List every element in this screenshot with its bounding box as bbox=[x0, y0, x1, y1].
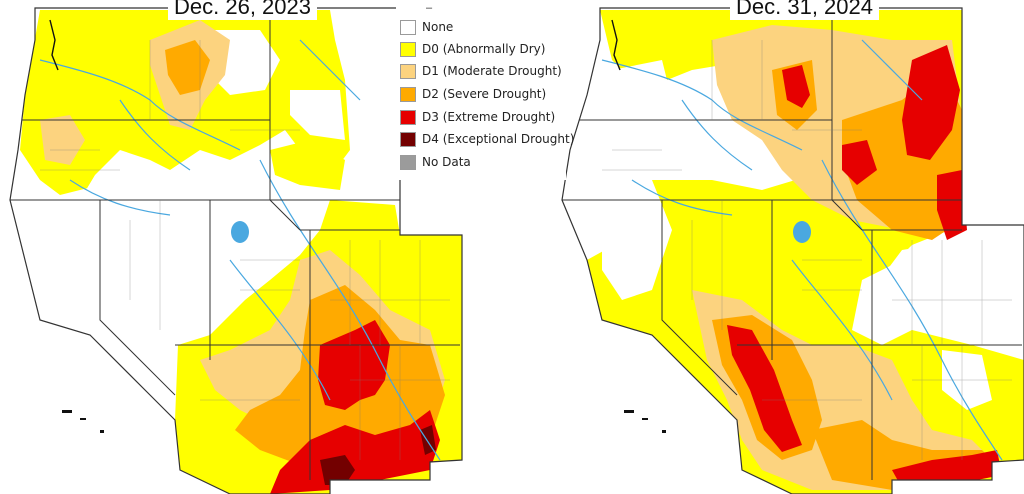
d3-region-south bbox=[318, 320, 390, 410]
great-salt-lake bbox=[231, 221, 249, 243]
d3-region-wyoming bbox=[842, 140, 877, 185]
d3-region-nebraska bbox=[937, 170, 967, 240]
legend-label-d0: D0 (Abnormally Dry) bbox=[422, 42, 546, 56]
puget-sound bbox=[49, 19, 59, 71]
region-outline bbox=[561, 7, 1024, 494]
none-area-oregon bbox=[60, 175, 175, 230]
drought-legend: – None D0 (Abnormally Dry) D1 (Moderate … bbox=[396, 2, 574, 180]
d3-region-arizona bbox=[727, 325, 802, 452]
legend-item-d3: D3 (Extreme Drought) bbox=[400, 108, 555, 126]
legend-label-nodata: No Data bbox=[422, 155, 471, 169]
none-area-colorado bbox=[872, 230, 1024, 340]
legend-label-none: None bbox=[422, 20, 454, 34]
none-area-wyoming bbox=[290, 90, 345, 140]
great-salt-lake bbox=[793, 221, 811, 243]
legend-item-d0: D0 (Abnormally Dry) bbox=[400, 40, 545, 58]
legend-item-none: None bbox=[400, 18, 453, 36]
none-area-nevada bbox=[602, 180, 672, 300]
legend-swatch-d3 bbox=[400, 109, 416, 125]
legend-item-d4: D4 (Exceptional Drought) bbox=[400, 130, 574, 148]
map-title-2024: Dec. 31, 2024 bbox=[730, 0, 879, 20]
d1-region-oregon bbox=[40, 115, 85, 165]
legend-swatch-none bbox=[400, 19, 416, 35]
county-lines bbox=[40, 40, 450, 460]
legend-swatch-d2 bbox=[400, 86, 416, 102]
legend-label-d3: D3 (Extreme Drought) bbox=[422, 110, 556, 124]
legend-item-d2: D2 (Severe Drought) bbox=[400, 85, 546, 103]
d2-region-north bbox=[165, 40, 210, 95]
d0-region-idaho bbox=[270, 140, 345, 190]
d4-region-south bbox=[320, 455, 355, 485]
drought-map-2024-svg bbox=[561, 7, 1024, 494]
legend-swatch-d0 bbox=[400, 41, 416, 57]
drought-map-2024: Dec. 31, 2024 bbox=[512, 0, 1024, 494]
d3-region-border bbox=[892, 450, 1002, 488]
legend-swatch-d4 bbox=[400, 131, 416, 147]
drought-map-2023-svg bbox=[9, 7, 463, 494]
legend-item-d1: D1 (Moderate Drought) bbox=[400, 62, 562, 80]
channel-islands bbox=[62, 410, 104, 433]
legend-item-nodata: No Data bbox=[400, 153, 471, 171]
county-lines bbox=[602, 40, 1012, 460]
legend-dash: – bbox=[426, 2, 433, 14]
legend-label-d1: D1 (Moderate Drought) bbox=[422, 64, 562, 78]
d3-region-border bbox=[270, 410, 440, 494]
legend-label-d4: D4 (Exceptional Drought) bbox=[422, 132, 575, 146]
puget-sound bbox=[611, 19, 621, 71]
legend-label-d2: D2 (Severe Drought) bbox=[422, 87, 547, 101]
d3-region-montana bbox=[782, 65, 810, 108]
legend-swatch-nodata bbox=[400, 154, 416, 170]
region-outline bbox=[9, 7, 463, 494]
d3-region-dakota bbox=[902, 45, 960, 160]
legend-swatch-d1 bbox=[400, 63, 416, 79]
map-title-2023: Dec. 26, 2023 bbox=[168, 0, 317, 20]
drought-map-2023: Dec. 26, 2023 bbox=[9, 0, 463, 494]
channel-islands bbox=[624, 410, 666, 433]
